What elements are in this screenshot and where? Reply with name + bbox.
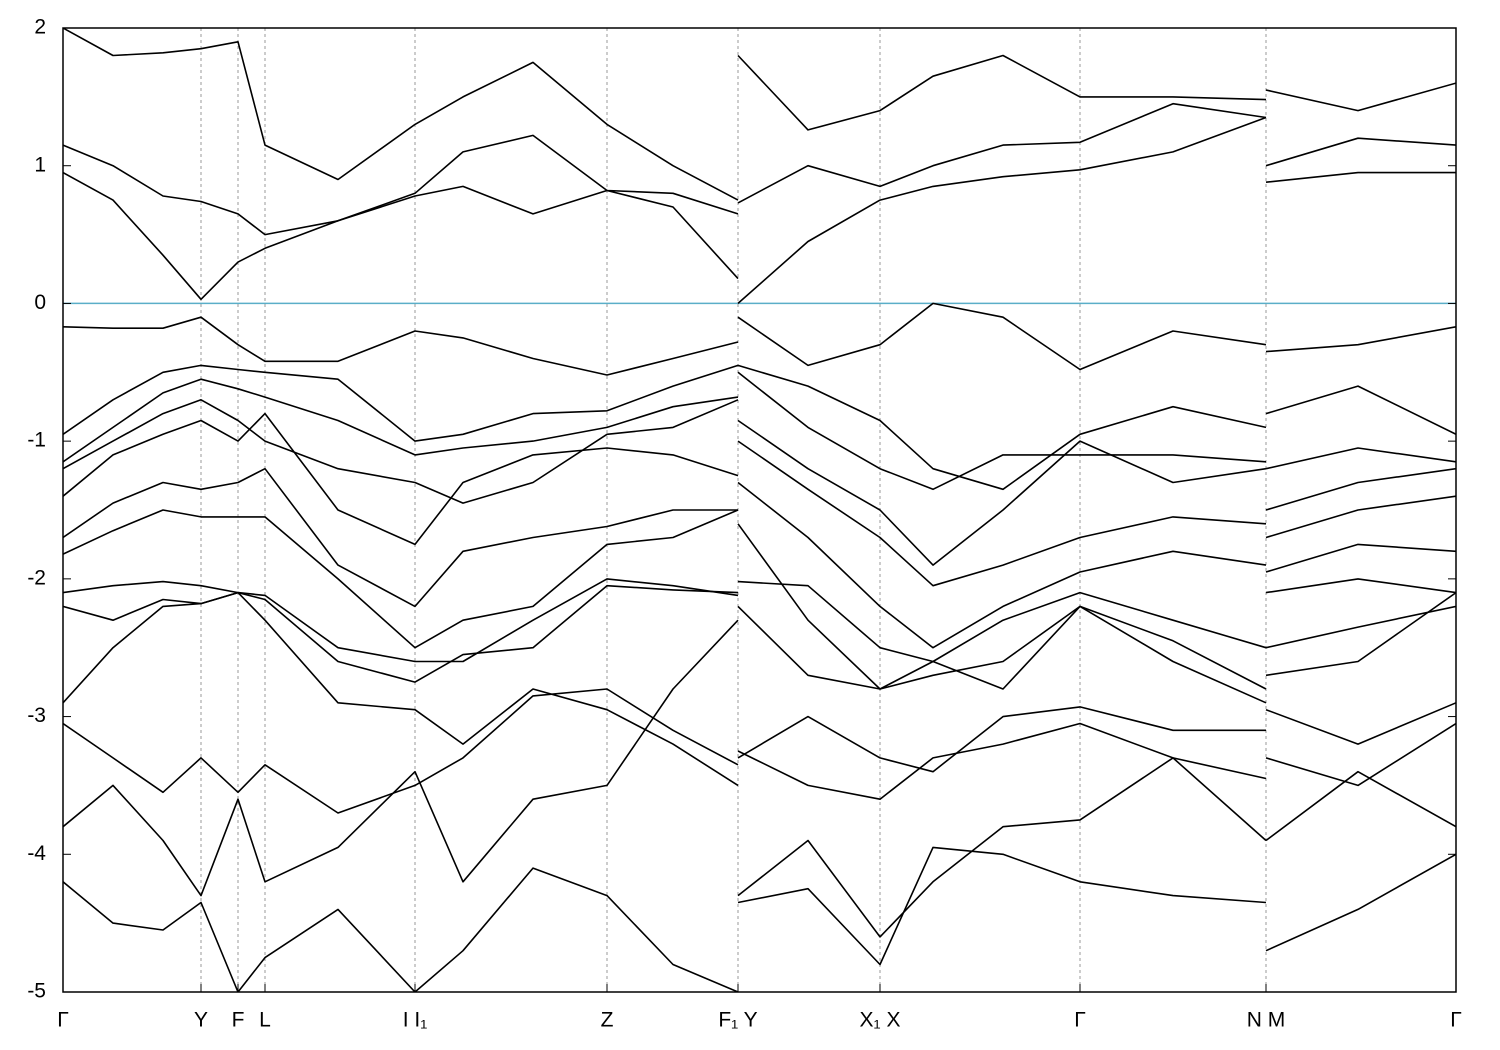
band-line [63, 116, 1456, 304]
x-tick-label: Y [194, 1009, 208, 1032]
y-tick-label: -3 [27, 704, 46, 727]
data-layer [63, 28, 1456, 992]
band-line [63, 578, 1456, 690]
band-line [63, 399, 1456, 566]
x-tick-label: X₁ X [860, 1009, 901, 1032]
band-line [63, 102, 1456, 236]
y-tick-label: -2 [27, 566, 46, 589]
y-tick-label: 0 [34, 291, 46, 314]
x-tick-label: F [232, 1009, 245, 1032]
band-line [63, 846, 1456, 992]
y-tick-label: -1 [27, 429, 46, 452]
band-line [63, 619, 1456, 938]
x-tick-label: Γ [57, 1009, 69, 1032]
x-tick-label: Z [601, 1009, 614, 1032]
grid-layer [62, 28, 1457, 992]
x-tick-label: L [259, 1009, 271, 1032]
y-tick-label: 1 [34, 153, 46, 176]
band-line [63, 467, 1456, 649]
x-tick-label: F₁ Y [718, 1009, 757, 1032]
x-tick-label: N M [1247, 1009, 1286, 1032]
plot-frame [62, 27, 1457, 993]
band-line [63, 302, 1456, 376]
x-tick-label: Γ [1074, 1009, 1086, 1032]
band-line [63, 584, 1456, 704]
band-line [63, 412, 1456, 587]
band-line [63, 688, 1456, 814]
band-line [63, 509, 1456, 690]
x-tick-label: I I₁ [403, 1009, 428, 1032]
band-line [63, 371, 1456, 491]
y-tick-label: -5 [27, 980, 46, 1003]
y-tick-label: -4 [27, 842, 46, 865]
band-line [63, 591, 1456, 787]
band-line [63, 28, 1456, 201]
x-tick-label: Γ [1450, 1009, 1462, 1032]
y-tick-label: 2 [34, 16, 46, 39]
band-line [63, 364, 1456, 491]
